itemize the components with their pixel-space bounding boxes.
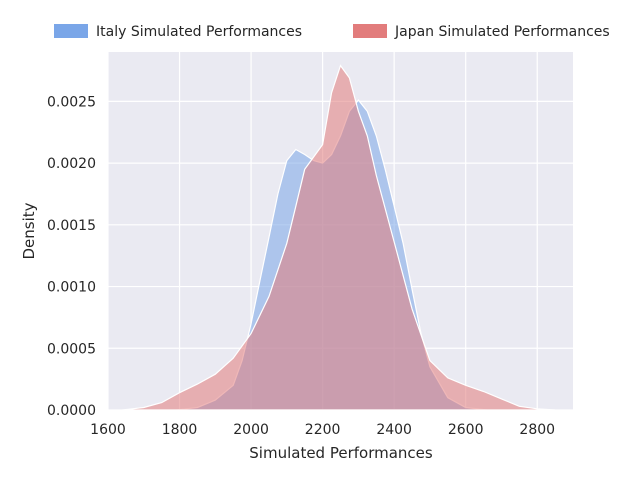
legend-swatch-japan: [353, 24, 387, 38]
x-tick-label: 2600: [448, 422, 484, 438]
legend: Italy Simulated Performances Japan Simul…: [54, 24, 610, 40]
y-tick-label: 0.0015: [47, 218, 96, 234]
y-axis-label: Density: [20, 202, 38, 259]
y-tick-label: 0.0010: [47, 280, 96, 296]
y-tick-label: 0.0005: [47, 341, 96, 357]
x-tick-label: 2200: [305, 422, 341, 438]
x-tick-labels: 1600 1800 2000 2200 2400 2600 2800: [90, 422, 555, 438]
x-tick-label: 2000: [233, 422, 269, 438]
x-tick-label: 2800: [519, 422, 555, 438]
y-tick-label: 0.0025: [47, 94, 96, 110]
y-tick-labels: 0.0000 0.0005 0.0010 0.0015 0.0020 0.0025: [47, 94, 96, 419]
y-tick-label: 0.0000: [47, 403, 96, 419]
x-axis-label: Simulated Performances: [249, 444, 433, 462]
y-tick-label: 0.0020: [47, 156, 96, 172]
density-area-japan: [122, 64, 556, 411]
x-tick-label: 2400: [376, 422, 412, 438]
x-tick-label: 1600: [90, 422, 126, 438]
legend-label-japan: Japan Simulated Performances: [394, 24, 610, 40]
density-areas: [122, 64, 556, 411]
legend-label-italy: Italy Simulated Performances: [96, 24, 302, 40]
x-tick-label: 1800: [162, 422, 198, 438]
legend-swatch-italy: [54, 24, 88, 38]
